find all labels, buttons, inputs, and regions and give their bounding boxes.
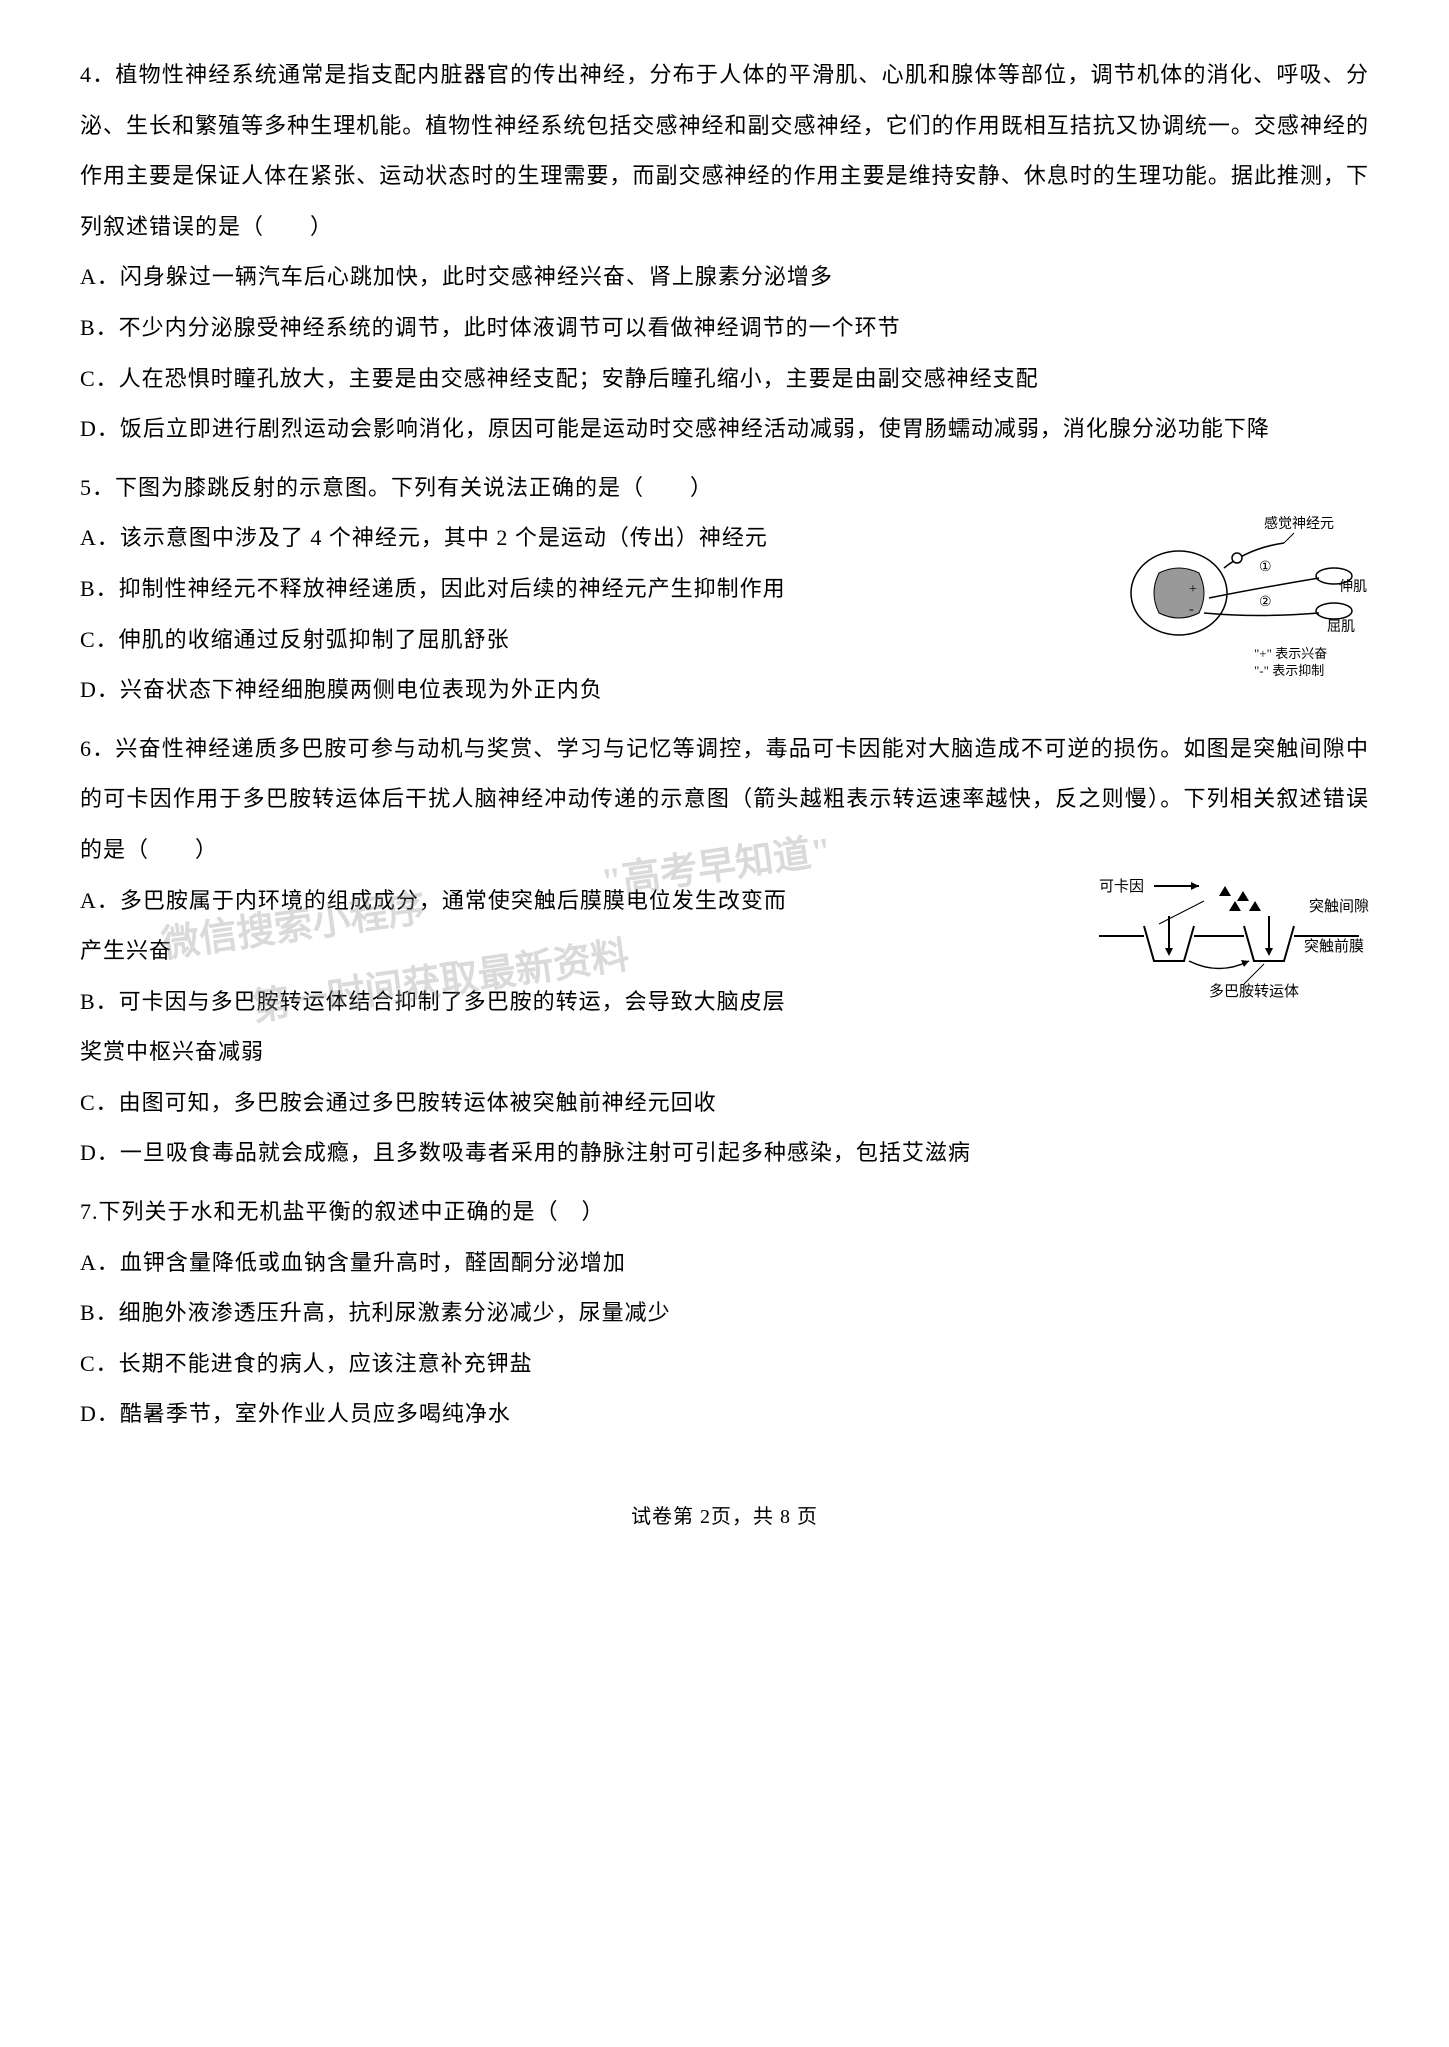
svg-text:-: - <box>1189 602 1194 617</box>
diagram-q5-marker2: ② <box>1259 595 1272 610</box>
svg-text:+: + <box>1189 582 1197 597</box>
question-6-option-b-line2: 奖赏中枢兴奋减弱 <box>80 1027 1369 1078</box>
diagram-q6-cocaine-label: 可卡因 <box>1099 878 1144 895</box>
page-footer: 试卷第 2页，共 8 页 <box>80 1500 1369 1529</box>
diagram-q5-legend-plus: "+" 表示兴奋 <box>1254 646 1327 661</box>
question-5: 5．下图为膝跳反射的示意图。下列有关说法正确的是（ ） 感觉神经元 ① ② 伸肌… <box>80 463 1369 716</box>
diagram-q5-legend-minus: "-" 表示抑制 <box>1254 663 1324 678</box>
diagram-q5-marker1: ① <box>1259 560 1272 575</box>
question-7-option-d: D．酷暑季节，室外作业人员应多喝纯净水 <box>80 1389 1369 1440</box>
question-7-stem: 7.下列关于水和无机盐平衡的叙述中正确的是（ ） <box>80 1187 1369 1238</box>
question-7-option-a: A．血钾含量降低或血钠含量升高时，醛固酮分泌增加 <box>80 1238 1369 1289</box>
question-4-option-b: B．不少内分泌腺受神经系统的调节，此时体液调节可以看做神经调节的一个环节 <box>80 303 1369 354</box>
question-6-option-d: D．一旦吸食毒品就会成瘾，且多数吸毒者采用的静脉注射可引起多种感染，包括艾滋病 <box>80 1128 1369 1179</box>
diagram-q6-cleft-label: 突触间隙 <box>1309 898 1369 915</box>
question-6: 6．兴奋性神经递质多巴胺可参与动机与奖赏、学习与记忆等调控，毒品可卡因能对大脑造… <box>80 724 1369 1179</box>
diagram-q5-sensory-label: 感觉神经元 <box>1264 515 1334 532</box>
question-4: 4．植物性神经系统通常是指支配内脏器官的传出神经，分布于人体的平滑肌、心肌和腺体… <box>80 50 1369 455</box>
question-7-option-c: C．长期不能进食的病人，应该注意补充钾盐 <box>80 1339 1369 1390</box>
question-6-stem: 6．兴奋性神经递质多巴胺可参与动机与奖赏、学习与记忆等调控，毒品可卡因能对大脑造… <box>80 724 1369 876</box>
question-5-diagram: 感觉神经元 ① ② 伸肌 屈肌 + - "+" 表示兴奋 "-" 表示抑制 <box>1109 493 1369 698</box>
diagram-q6-premembrane-label: 突触前膜 <box>1304 938 1364 955</box>
question-6-option-c: C．由图可知，多巴胺会通过多巴胺转运体被突触前神经元回收 <box>80 1078 1369 1129</box>
question-4-option-a: A．闪身躲过一辆汽车后心跳加快，此时交感神经兴奋、肾上腺素分泌增多 <box>80 252 1369 303</box>
question-6-diagram: 可卡因 突触间隙 <box>1089 866 1369 1031</box>
question-4-option-c: C．人在恐惧时瞳孔放大，主要是由交感神经支配；安静后瞳孔缩小，主要是由副交感神经… <box>80 354 1369 405</box>
diagram-q6-transporter-label: 多巴胺转运体 <box>1209 983 1299 1000</box>
question-7: 7.下列关于水和无机盐平衡的叙述中正确的是（ ） A．血钾含量降低或血钠含量升高… <box>80 1187 1369 1440</box>
question-7-option-b: B．细胞外液渗透压升高，抗利尿激素分泌减少，尿量减少 <box>80 1288 1369 1339</box>
question-4-option-d: D．饭后立即进行剧烈运动会影响消化，原因可能是运动时交感神经活动减弱，使胃肠蠕动… <box>80 404 1369 455</box>
diagram-q5-extensor-label: 伸肌 <box>1339 579 1367 595</box>
diagram-q5-flexor-label: 屈肌 <box>1327 620 1355 635</box>
question-4-stem: 4．植物性神经系统通常是指支配内脏器官的传出神经，分布于人体的平滑肌、心肌和腺体… <box>80 50 1369 252</box>
